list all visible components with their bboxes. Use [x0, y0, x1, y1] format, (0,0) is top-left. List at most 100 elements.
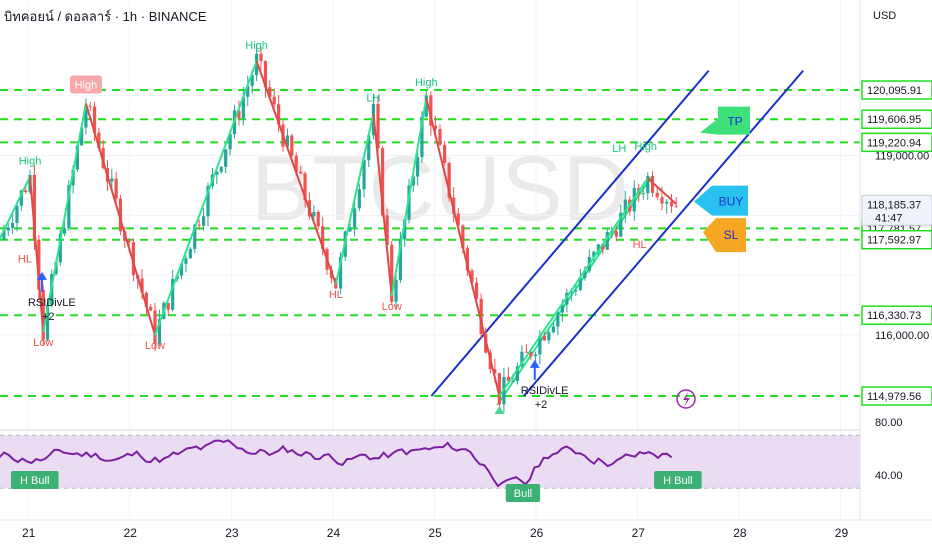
pivot-label: Low — [33, 337, 53, 349]
candle-body — [429, 95, 433, 126]
candle-body — [237, 110, 241, 119]
candle-body — [110, 178, 114, 182]
rsi-divergence-badge — [654, 471, 702, 489]
candle-body — [614, 231, 618, 237]
zigzag-segment — [255, 60, 337, 285]
level-price-tag — [861, 305, 932, 325]
candle-body — [294, 155, 298, 172]
price-axis[interactable]: 116,000.00 119,000.00 120,095.91 119,606.95… — [859, 0, 932, 550]
candle-body — [250, 75, 254, 86]
candle-body — [601, 244, 605, 250]
candle-body — [272, 96, 276, 105]
candle-body — [574, 289, 578, 292]
candle-body — [533, 354, 537, 357]
rsi-divergence-badge — [10, 471, 59, 489]
rsi-divergence-badge — [505, 484, 541, 502]
time-tick-label: 22 — [124, 526, 138, 540]
rsi-tick-label: 80.00 — [875, 417, 903, 429]
zigzag-segment — [84, 103, 156, 336]
candle-body — [538, 335, 542, 355]
level-price-label: 116,330.73 — [867, 310, 921, 322]
time-tick-label: 24 — [327, 526, 341, 540]
candle-body — [479, 298, 483, 335]
pivot-label: HL — [329, 289, 343, 301]
candle-body — [41, 289, 45, 340]
currency-label[interactable]: USD — [873, 10, 897, 22]
current-price-label: 118,185.37 — [867, 199, 921, 211]
candle-body — [32, 174, 37, 240]
rsi-tick-label: 40.00 — [875, 470, 903, 482]
candle-body — [416, 157, 420, 177]
grid-lines — [0, 0, 860, 520]
candle-body — [456, 213, 460, 226]
zigzag-segment — [334, 113, 375, 285]
candle-body — [338, 256, 343, 289]
candle-body — [348, 227, 352, 232]
price-tick-label: 116,000.00 — [875, 330, 929, 342]
candle-body — [493, 369, 497, 374]
candle-body — [367, 135, 371, 161]
pivot-label: LH — [366, 93, 380, 105]
level-price-label: 119,606.95 — [867, 114, 921, 126]
candle-body — [215, 171, 219, 175]
candle-body — [92, 106, 97, 133]
candle-body — [197, 224, 201, 226]
candle-body — [660, 197, 664, 204]
candle-body — [596, 244, 600, 252]
candle-body — [84, 105, 88, 128]
annotations: High HL Low High Low High HL LH Low High LH High HL R… — [18, 40, 750, 414]
candle-body — [303, 173, 307, 201]
candle-body — [277, 104, 281, 125]
candle-body — [357, 189, 361, 209]
candle-body — [290, 135, 294, 156]
candle-body — [433, 125, 438, 129]
candle-body — [75, 145, 79, 170]
candle-body — [2, 230, 6, 240]
candle-body — [403, 219, 407, 240]
candle-body — [641, 193, 645, 195]
pivot-label: High — [19, 155, 42, 167]
candle-body — [646, 176, 650, 194]
candle-body — [144, 292, 148, 307]
level-price-label: 114,979.56 — [867, 391, 921, 403]
pivot-label: High — [75, 80, 98, 92]
candle-body — [380, 148, 385, 216]
candle-body — [592, 251, 596, 258]
symbol-title[interactable]: บิทคอยน์ / ดอลลาร์ · 1h · BINANCE — [4, 9, 207, 24]
signal-label: RSIDivLE — [28, 297, 76, 309]
candle-body — [201, 216, 206, 226]
time-axis[interactable]: 21 22 23 24 25 26 27 28 29 — [0, 519, 932, 540]
zigzag-line — [0, 60, 677, 397]
buy-label: BUY — [719, 195, 744, 209]
candle-body — [88, 105, 92, 107]
pivot-label: High — [245, 40, 268, 52]
candle-body — [58, 233, 62, 263]
candle-body — [67, 185, 71, 229]
candle-body — [674, 206, 678, 208]
candle-body — [224, 149, 228, 167]
candle-body — [171, 279, 175, 310]
candle-body — [605, 232, 609, 250]
signal-sublabel: +2 — [535, 399, 548, 411]
candle-body — [411, 176, 415, 186]
pivot-label: High — [634, 141, 657, 153]
candle-body — [515, 366, 520, 381]
candle-body — [353, 208, 357, 228]
zigzag-segment — [390, 97, 428, 297]
time-tick-label: 25 — [428, 526, 442, 540]
candle-body — [316, 211, 320, 227]
level-price-label: 119,220.94 — [867, 137, 921, 149]
candle-body — [97, 132, 101, 149]
zigzag-segment — [29, 176, 45, 333]
candle-body — [166, 302, 170, 310]
candle-body — [511, 380, 515, 382]
candle-body — [465, 248, 470, 271]
signal-arrow-head — [529, 359, 540, 368]
candle-body — [45, 304, 50, 340]
candle-body — [184, 258, 188, 264]
candle-body — [394, 279, 398, 302]
rsi-divergence-label: H Bull — [663, 475, 692, 487]
pivot-marker — [494, 406, 505, 414]
